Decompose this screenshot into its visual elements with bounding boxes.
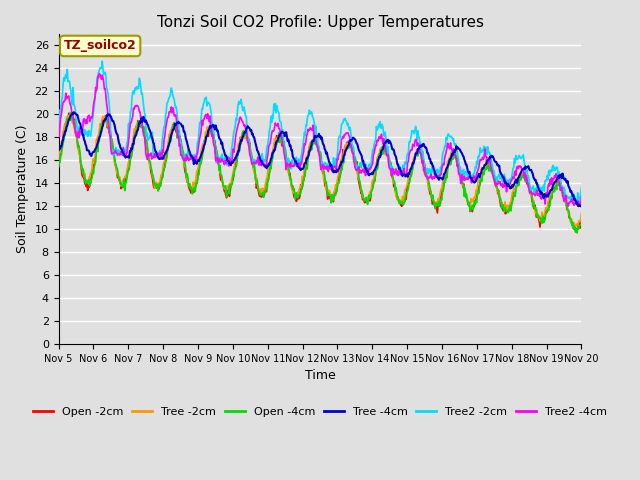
Title: Tonzi Soil CO2 Profile: Upper Temperatures: Tonzi Soil CO2 Profile: Upper Temperatur… [157, 15, 483, 30]
Y-axis label: Soil Temperature (C): Soil Temperature (C) [16, 125, 29, 253]
Text: TZ_soilco2: TZ_soilco2 [64, 39, 136, 52]
X-axis label: Time: Time [305, 370, 335, 383]
Legend: Open -2cm, Tree -2cm, Open -4cm, Tree -4cm, Tree2 -2cm, Tree2 -4cm: Open -2cm, Tree -2cm, Open -4cm, Tree -4… [28, 402, 612, 421]
